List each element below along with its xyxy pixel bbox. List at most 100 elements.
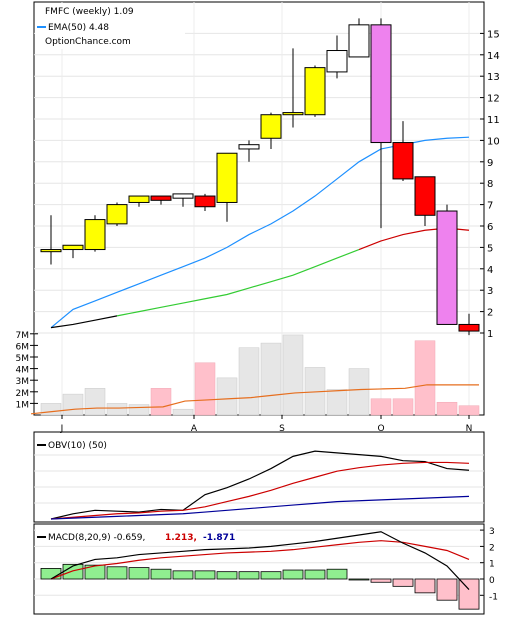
macd-histogram-bar bbox=[150, 568, 172, 580]
price-tick-label: 10 bbox=[487, 136, 500, 147]
price-tick-label: 15 bbox=[487, 29, 500, 40]
obv-legend-background bbox=[36, 437, 146, 451]
candle-body bbox=[238, 144, 260, 150]
ema-legend-label: EMA(50) 4.48 bbox=[48, 23, 109, 33]
candle-body bbox=[304, 67, 326, 116]
candle-body bbox=[172, 193, 194, 199]
candle-body bbox=[84, 219, 106, 251]
macd-histogram-bar bbox=[172, 570, 194, 580]
candle-body bbox=[40, 249, 62, 253]
macd-tick-label: 0 bbox=[489, 576, 495, 586]
x-tick-label: S bbox=[279, 424, 285, 434]
macd-hist-label: -1.871 bbox=[203, 533, 235, 543]
volume-bar bbox=[260, 342, 282, 416]
grid-lines bbox=[34, 2, 484, 596]
candle-body bbox=[392, 142, 414, 180]
volume-bar bbox=[84, 388, 106, 416]
macd-tick-label: 1 bbox=[489, 560, 495, 570]
price-tick-label: 9 bbox=[487, 158, 493, 169]
macd-histogram-bar bbox=[128, 567, 150, 580]
volume-tick-label: 6M bbox=[16, 342, 30, 352]
volume-bar bbox=[128, 404, 150, 416]
macd-y-axis: -1 0 1 2 3 bbox=[480, 527, 498, 602]
volume-bar bbox=[40, 403, 62, 416]
macd-signal-line bbox=[50, 540, 470, 580]
price-tick-label: 12 bbox=[487, 94, 500, 105]
candle-body bbox=[370, 24, 392, 144]
macd-histogram-bar bbox=[414, 578, 436, 594]
obv-panel-frame bbox=[33, 431, 485, 523]
macd-histogram-bar bbox=[282, 569, 304, 580]
macd-tick-label: -1 bbox=[489, 592, 498, 602]
macd-histogram-bar bbox=[304, 569, 326, 580]
volume-tick-label: 4M bbox=[16, 366, 30, 376]
candle-body bbox=[348, 24, 370, 58]
candle-body bbox=[216, 152, 238, 203]
candle-body bbox=[194, 195, 216, 208]
x-tick-label: O bbox=[377, 424, 384, 434]
candle-body bbox=[150, 195, 172, 201]
volume-bar bbox=[172, 408, 194, 416]
macd-signal-label: 1.213, bbox=[165, 533, 197, 543]
volume-tick-label: 2M bbox=[16, 389, 30, 399]
candle-body bbox=[326, 50, 348, 73]
candle-body bbox=[106, 204, 128, 225]
obv-series-line bbox=[50, 461, 470, 520]
macd-histogram-bar bbox=[106, 566, 128, 580]
volume-tick-label: 3M bbox=[16, 377, 30, 387]
x-tick-label: J bbox=[60, 424, 64, 434]
volume-average-line bbox=[30, 384, 479, 415]
candle-body bbox=[62, 244, 84, 251]
volume-bar bbox=[238, 347, 260, 416]
price-tick-label: 1 bbox=[487, 329, 493, 340]
macd-panel-frame bbox=[33, 523, 485, 615]
moving-average-line bbox=[50, 315, 118, 329]
chart-title: FMFC (weekly) 1.09 bbox=[45, 7, 134, 17]
price-tick-label: 2 bbox=[487, 308, 493, 319]
macd-legend-background bbox=[36, 529, 236, 543]
candle-body bbox=[282, 112, 304, 116]
volume-bar bbox=[282, 334, 304, 416]
candle-body bbox=[128, 195, 150, 203]
volume-bar bbox=[62, 393, 84, 416]
volume-bar bbox=[414, 340, 436, 416]
price-tick-label: 3 bbox=[487, 286, 493, 297]
price-tick-label: 5 bbox=[487, 243, 493, 254]
volume-average-line bbox=[30, 384, 479, 415]
candle-body bbox=[414, 176, 436, 216]
price-tick-label: 6 bbox=[487, 222, 493, 233]
macd-tick-label: 2 bbox=[489, 543, 495, 553]
price-tick-label: 13 bbox=[487, 72, 500, 83]
obv-legend-label: OBV(10) (50) bbox=[48, 441, 107, 451]
price-tick-label: 14 bbox=[487, 51, 500, 62]
volume-bar bbox=[436, 401, 458, 416]
candle-body bbox=[260, 114, 282, 139]
macd-histogram-bar bbox=[326, 568, 348, 580]
macd-histogram-bar bbox=[348, 578, 370, 581]
obv-lines bbox=[50, 450, 470, 520]
macd-histogram-bar bbox=[458, 578, 480, 610]
price-tick-label: 7 bbox=[487, 201, 493, 212]
volume-bar bbox=[194, 362, 216, 416]
volume-bar bbox=[348, 368, 370, 416]
price-tick-label: 4 bbox=[487, 265, 493, 276]
macd-plot bbox=[40, 531, 480, 610]
x-tick-label: A bbox=[191, 424, 198, 434]
obv-series-line bbox=[50, 495, 470, 520]
volume-tick-label: 1M bbox=[16, 400, 30, 410]
macd-histogram-bar bbox=[40, 568, 62, 580]
macd-histogram-bar bbox=[370, 578, 392, 583]
volume-tick-label: 7M bbox=[16, 331, 30, 341]
macd-histogram-bar bbox=[392, 578, 414, 587]
moving-average-line bbox=[116, 248, 360, 317]
macd-line bbox=[50, 531, 470, 591]
x-tick-label: N bbox=[466, 424, 473, 434]
volume-bar bbox=[106, 403, 128, 416]
candle-body bbox=[458, 323, 480, 332]
price-tick-label: 8 bbox=[487, 179, 493, 190]
